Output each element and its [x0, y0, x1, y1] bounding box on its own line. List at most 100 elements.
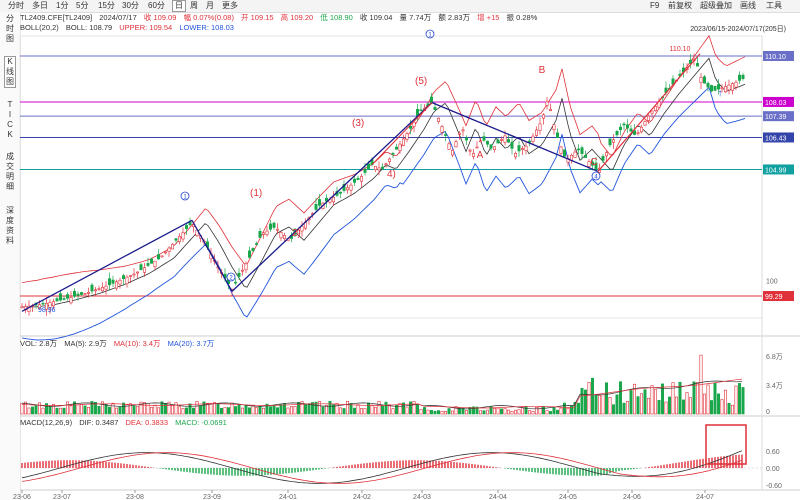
volume-bar — [108, 406, 112, 415]
volume-bar — [289, 406, 293, 415]
wave-circle-1a-text: 1 — [183, 195, 187, 201]
volume-bar — [447, 408, 451, 415]
volume-bar — [723, 389, 727, 415]
candle-body — [83, 293, 87, 295]
volume-bar — [720, 399, 724, 415]
adjust-button[interactable]: 前复权 — [668, 1, 692, 10]
candle-body — [583, 155, 587, 158]
x-axis-label-5: 24-02 — [353, 494, 371, 500]
volume-bar — [227, 407, 231, 415]
wave-circle-4 — [591, 171, 601, 181]
tab-monthly[interactable]: 月 — [206, 1, 214, 10]
candle-body — [296, 229, 300, 235]
candle-body — [629, 128, 633, 132]
volume-bar — [27, 407, 31, 415]
side-tab-trades[interactable]: 成交明细 — [6, 152, 14, 191]
candle-body — [622, 123, 626, 126]
volume-bar — [157, 407, 161, 415]
volume-bar — [615, 394, 619, 415]
candle-body — [587, 161, 591, 167]
candle-body — [727, 84, 731, 91]
candle-body — [146, 263, 150, 266]
candle-body — [506, 139, 510, 143]
tab-15min[interactable]: 15分 — [98, 1, 115, 10]
tab-weekly[interactable]: 周 — [190, 1, 198, 10]
volume-bar — [342, 408, 346, 415]
candle-body — [632, 130, 636, 135]
tab-1min[interactable]: 1分 — [56, 1, 69, 10]
volume-bar — [321, 406, 325, 415]
volume-bar — [310, 402, 314, 415]
candle-body — [136, 271, 140, 274]
wave-label-paren4: 4) — [387, 169, 396, 180]
volume-bar — [485, 409, 489, 415]
volume-header: VOL: 2.8万 MA(5): 2.9万 MA(10): 3.4万 MA(20… — [20, 339, 219, 349]
volume-bar — [716, 393, 720, 415]
volume-bar — [489, 406, 493, 415]
candle-body — [513, 153, 517, 158]
candle-body — [681, 67, 685, 73]
candle-body — [314, 204, 318, 210]
tab-intraday[interactable]: 分时 — [8, 1, 24, 10]
tab-more[interactable]: 更多 — [222, 1, 238, 10]
volume-bar — [48, 406, 52, 415]
tab-multi-day[interactable]: 多日 — [32, 1, 48, 10]
tab-60min[interactable]: 60分 — [148, 1, 165, 10]
tab-daily[interactable]: 日 — [172, 0, 186, 12]
volume-bar — [587, 381, 591, 415]
candle-body — [706, 82, 710, 88]
draw-button[interactable]: 画线 — [740, 1, 756, 10]
candle-body — [492, 146, 496, 150]
volume-bar — [534, 407, 538, 415]
candle-body — [433, 107, 437, 111]
candle-body — [94, 289, 98, 292]
wave-circle-2-text: 2 — [229, 276, 233, 282]
candle-body — [646, 115, 650, 121]
x-axis-label-0: 23-06 — [13, 494, 31, 500]
volume-bar — [377, 400, 381, 415]
volume-bar — [20, 402, 24, 415]
volume-bar — [548, 411, 552, 415]
volume-bar — [667, 396, 671, 415]
volume-bar — [87, 407, 91, 415]
candle-body — [520, 148, 524, 151]
volume-bar — [317, 401, 321, 415]
volume-bar — [80, 404, 84, 415]
trend-line-1 — [191, 219, 233, 292]
candle-body — [720, 87, 724, 90]
volume-bar — [552, 406, 556, 415]
f9-button[interactable]: F9 — [650, 1, 660, 10]
candle-body — [20, 306, 24, 309]
price-badge-4 — [763, 164, 794, 175]
volume-bar — [517, 409, 521, 415]
volume-bar — [653, 389, 657, 415]
candle-body — [643, 121, 647, 126]
macd-value: MACD: -0.0691 — [175, 418, 227, 427]
low-label: 低 108.90 — [320, 13, 353, 22]
volume-bar — [625, 401, 629, 415]
candle-body — [443, 134, 447, 136]
volume-bar — [366, 402, 370, 415]
volume-bar — [695, 382, 699, 415]
candle-body — [258, 231, 262, 238]
volume-bar — [688, 397, 692, 415]
tools-button[interactable]: 工具 — [766, 1, 782, 10]
tab-30min[interactable]: 30分 — [122, 1, 139, 10]
volume-bar — [234, 406, 238, 415]
overlay-button[interactable]: 超级叠加 — [700, 1, 732, 10]
tab-5min[interactable]: 5分 — [76, 1, 89, 10]
volume-bar — [576, 402, 580, 415]
candle-body — [132, 273, 136, 276]
candle-body — [279, 231, 283, 239]
side-tab-depth[interactable]: 深度资料 — [6, 206, 14, 245]
volume-bar — [265, 403, 269, 415]
macd-dif-line — [21, 450, 743, 484]
candle-body — [562, 149, 566, 157]
volume-bar — [727, 402, 731, 415]
volume-bar — [450, 410, 454, 415]
side-tab-intraday[interactable]: 分时图 — [6, 14, 14, 43]
